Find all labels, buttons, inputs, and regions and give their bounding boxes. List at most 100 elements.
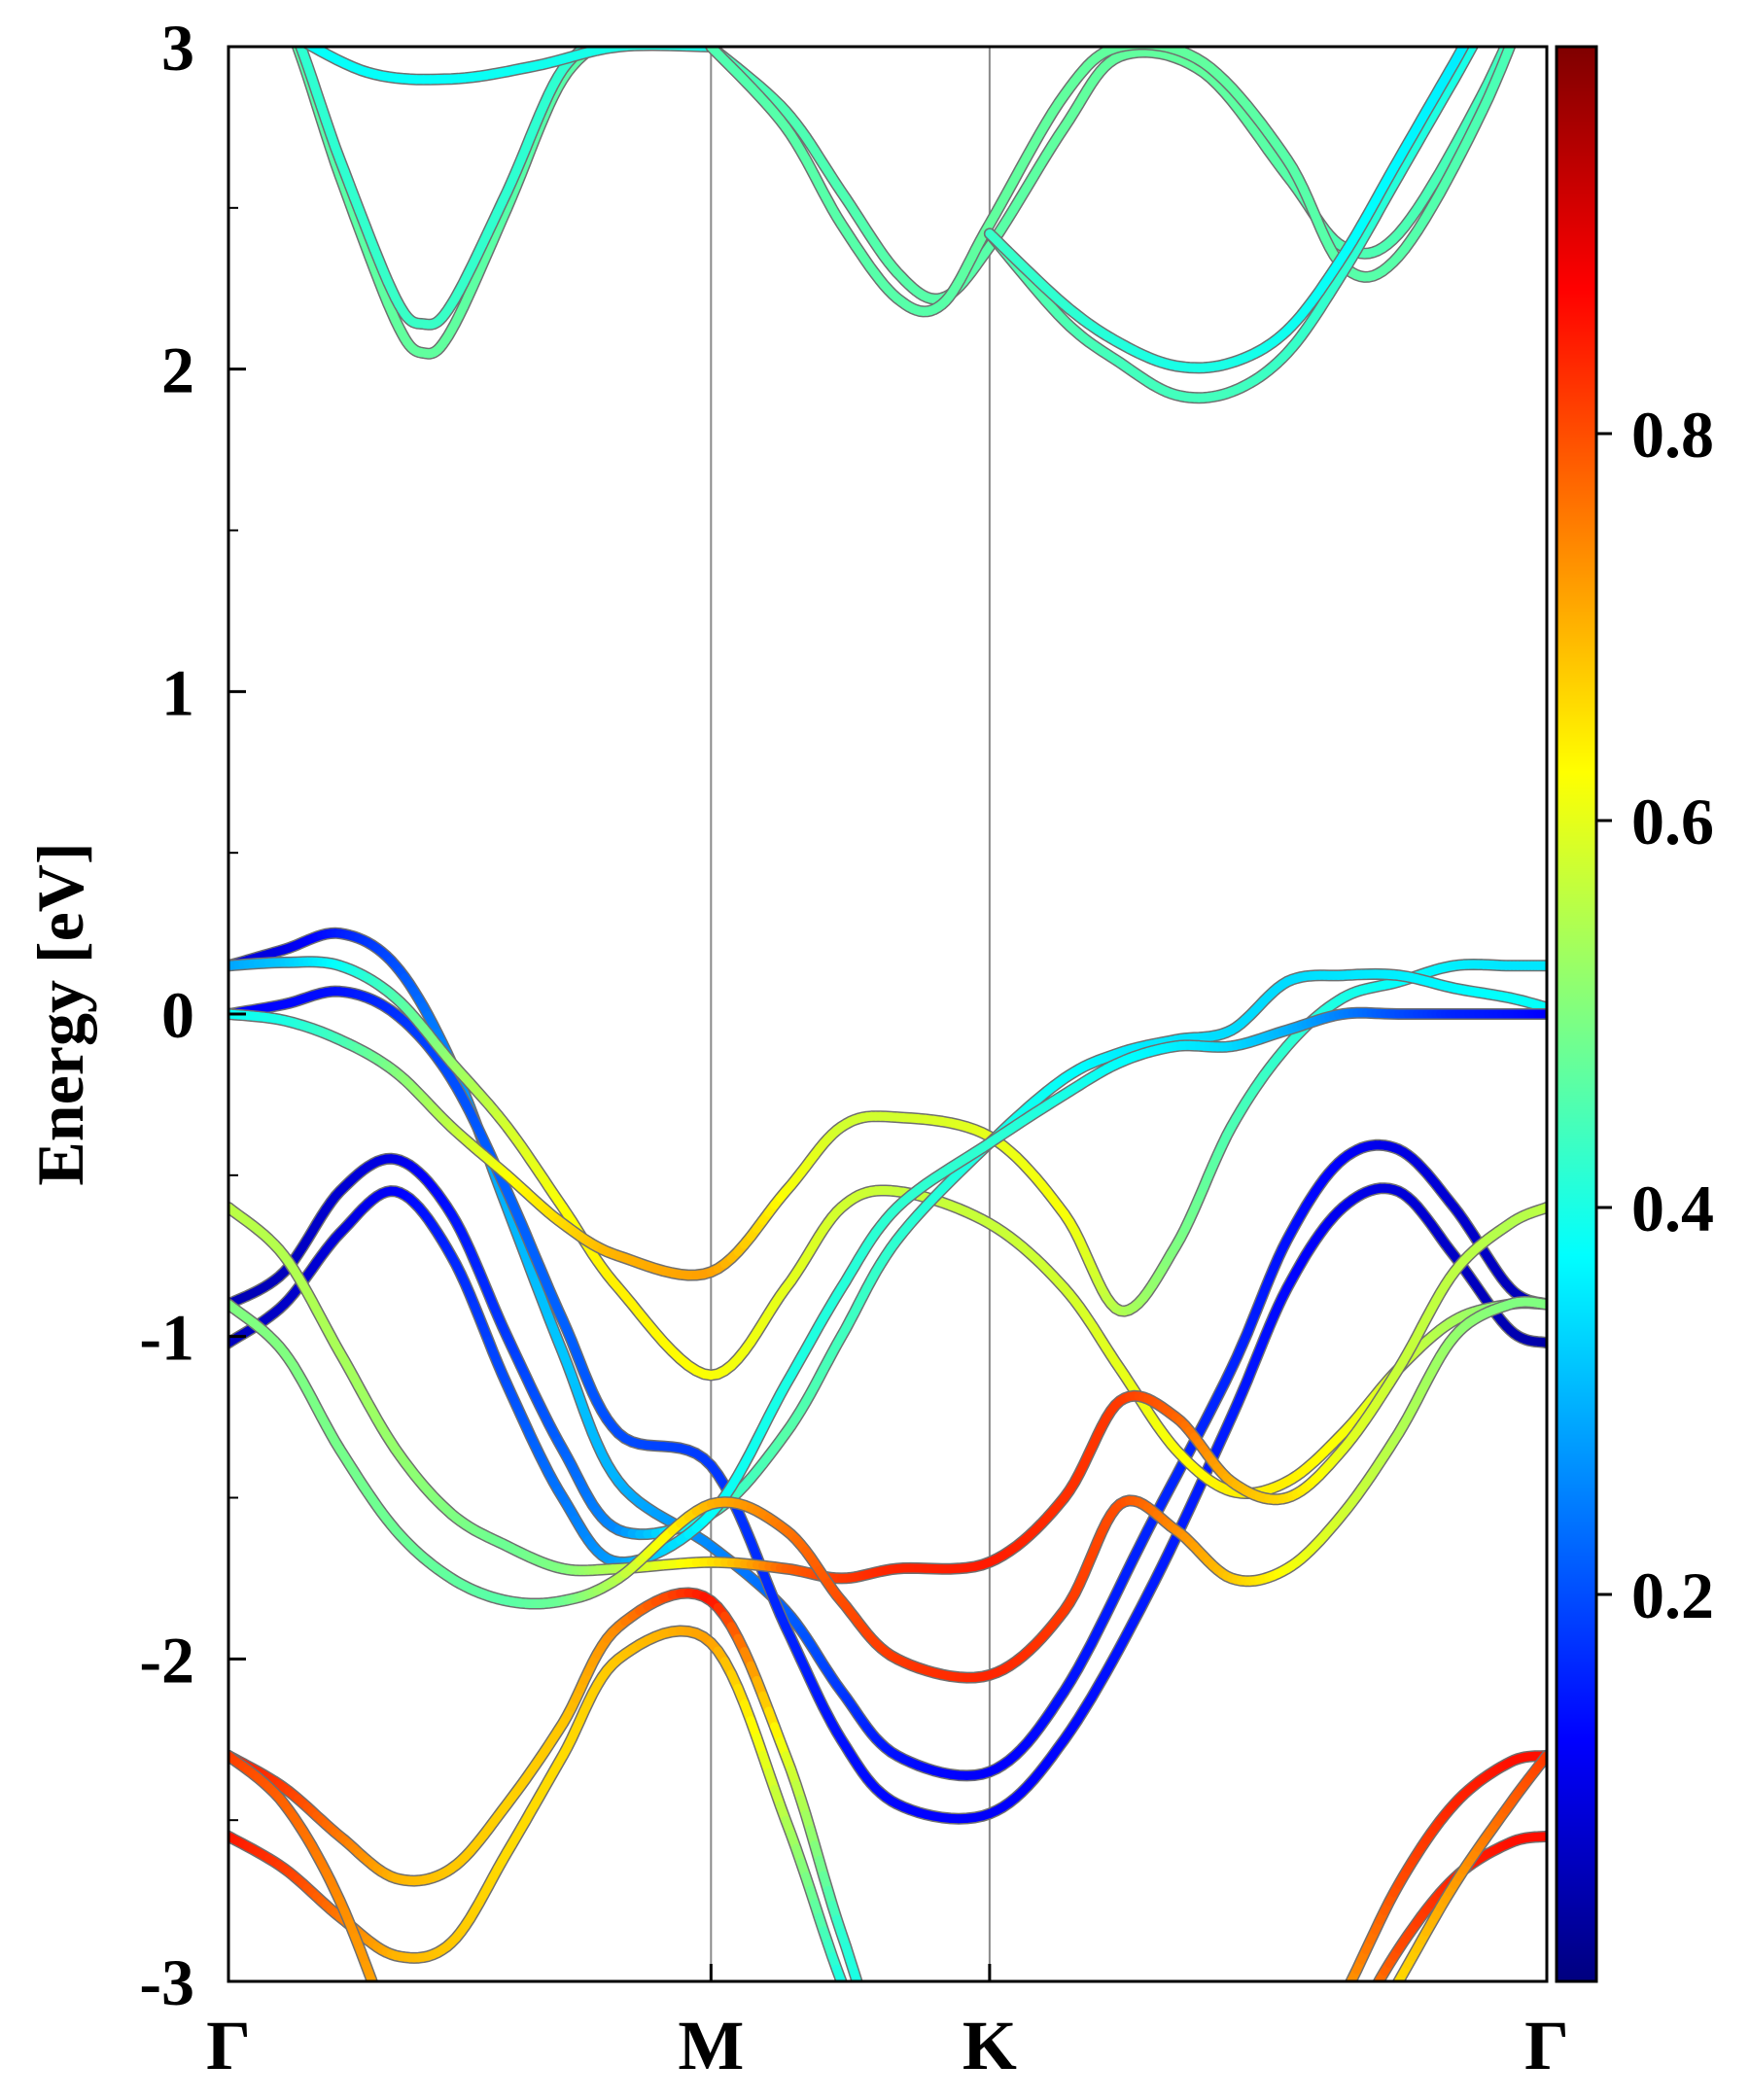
band-segment (855, 2018, 858, 2031)
band-segment (1334, 2054, 1339, 2063)
band-segment (836, 1977, 847, 1981)
band-segment (1353, 2053, 1358, 2061)
band-segment (858, 1987, 862, 2001)
band-segment (886, 2095, 892, 2100)
x-tick-label: K (962, 2007, 1017, 2084)
band-line: valence band 9 (228, 1587, 1547, 2100)
band-segment (1282, 2094, 1287, 2100)
band-segment (1488, 0, 1493, 1)
band-segment (609, 34, 612, 36)
y-tick-label: 2 (161, 333, 194, 407)
band-segment (1388, 1990, 1393, 1999)
band-segment (1292, 2082, 1297, 2088)
y-tick-label: -2 (139, 1623, 194, 1697)
band-segment (1343, 1988, 1348, 1997)
y-axis: 3 2 1 0 -1 -2 -3 (139, 11, 246, 2019)
band-segment (1319, 2082, 1324, 2091)
colorbar-tick-label: 0.6 (1631, 785, 1714, 858)
band-segment (846, 1994, 850, 2007)
band-segment (1287, 2088, 1292, 2095)
band-segment (615, 30, 618, 32)
band-segment (1349, 2061, 1353, 2068)
band-segment (294, 28, 298, 40)
band-lines: conduction band 1conduction band 2conduc… (228, 0, 1547, 2100)
band-segment (881, 2085, 886, 2094)
band-segment (274, 0, 279, 6)
band-segment (851, 2006, 855, 2018)
y-tick-label: 0 (161, 978, 194, 1052)
band-segment (1371, 1987, 1376, 1995)
band-segment (1334, 2007, 1339, 2015)
band-segment (1357, 2012, 1362, 2021)
band-segment (1464, 47, 1478, 58)
band-segment (1479, 26, 1484, 35)
band-segment (1319, 2033, 1324, 2042)
band-segment (1488, 10, 1493, 18)
band-segment (1514, 21, 1520, 37)
band-line: valence band 8 (228, 1296, 1547, 1684)
y-tick-label: 3 (161, 11, 194, 85)
colorbar-tick-label: 0.8 (1631, 398, 1714, 472)
band-segment (1525, 0, 1531, 7)
band-segment (596, 47, 603, 48)
band-segment (1493, 2, 1498, 10)
band-segment (1301, 2066, 1306, 2074)
band-segment (1315, 2091, 1320, 2100)
band-segment (1484, 18, 1488, 26)
band-segment (1141, 47, 1157, 50)
y-tick-label: -3 (139, 1945, 194, 2019)
high-symmetry-lines (710, 47, 991, 1981)
band-segment (1508, 28, 1514, 43)
band-segment (604, 37, 609, 40)
band-segment (604, 36, 609, 38)
band-segment (1348, 2029, 1352, 2038)
band-segment (289, 18, 294, 28)
band-segment (892, 2069, 897, 2078)
band-segment (1343, 2074, 1346, 2079)
band-segment (1459, 47, 1469, 51)
colorbar-tick-label: 0.2 (1631, 1558, 1714, 1632)
band-segment (1339, 1998, 1344, 2007)
band-segment (1346, 2068, 1349, 2074)
band-segment (862, 2000, 866, 2012)
x-tick-label: Γ (1524, 2007, 1569, 2084)
band-segment (284, 8, 289, 18)
band-segment (1366, 1996, 1371, 2005)
band-segment (1329, 2063, 1334, 2072)
band-segment (1311, 2050, 1315, 2059)
y-tick-label: -1 (139, 1301, 194, 1375)
band-segment (1479, 10, 1484, 18)
band-segment (1469, 47, 1478, 49)
band-segment (1339, 2046, 1344, 2054)
band-segment (897, 2079, 904, 2087)
band-line: conduction band 2 (284, 8, 618, 331)
band-segment (289, 24, 294, 36)
band-segment (615, 30, 618, 32)
band-segment (1514, 14, 1520, 27)
band-segment (584, 47, 596, 50)
band-segment (386, 2018, 390, 2029)
band-segment (1362, 2036, 1367, 2045)
band-segment (1352, 2021, 1357, 2030)
band-segment (1373, 2017, 1379, 2027)
band-segment (1324, 2024, 1329, 2033)
band-segment (1297, 2074, 1302, 2082)
band-segment (1306, 2058, 1311, 2066)
band-segment (1520, 0, 1525, 14)
band-segment (1520, 7, 1525, 21)
band-segment (1383, 1999, 1388, 2009)
band-segment (303, 47, 308, 48)
band-line: conduction band 5 (705, 0, 1531, 318)
band-segment (1367, 2027, 1373, 2037)
band-segment (867, 2012, 872, 2025)
colorbar: 0.2 0.4 0.6 0.8 (1555, 45, 1714, 1983)
band-segment (858, 2030, 862, 2042)
band-line: valence band 2 (228, 985, 1547, 1825)
band-segment (612, 33, 616, 35)
band-segment (876, 2076, 881, 2085)
band-segment (862, 2043, 866, 2054)
band-segment (284, 15, 289, 24)
y-axis-title: Energy [eV] (23, 842, 97, 1185)
